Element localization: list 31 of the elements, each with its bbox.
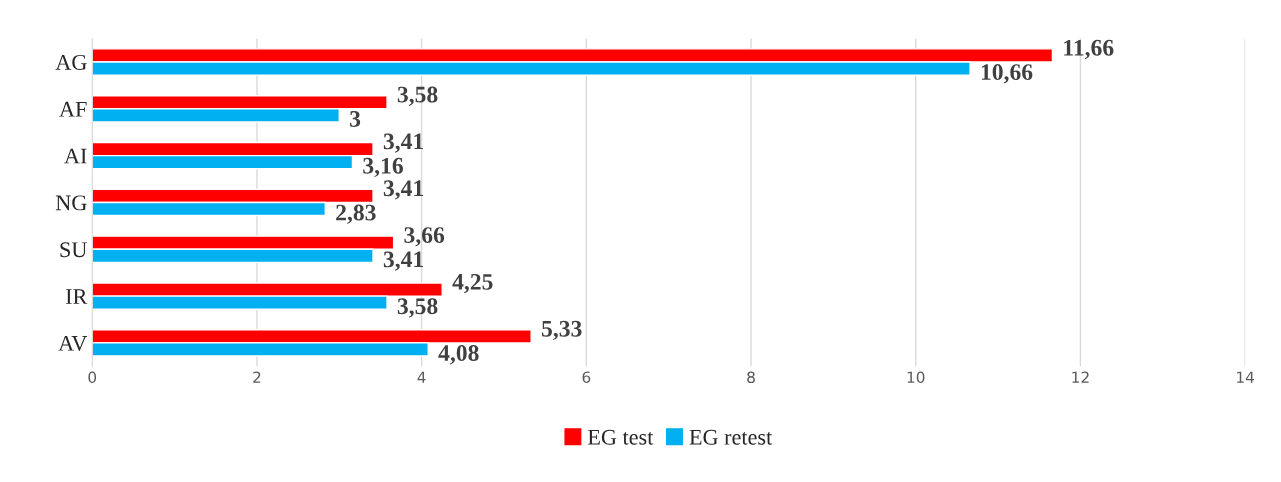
data-label: 3,58 bbox=[397, 298, 438, 318]
x-tick-label: 10 bbox=[907, 371, 925, 384]
x-tick-label: 12 bbox=[1072, 371, 1089, 383]
legend-label: EG test bbox=[587, 429, 654, 445]
data-label: 11,66 bbox=[1064, 39, 1114, 60]
y-tick-label: AG bbox=[55, 54, 87, 70]
data-label: 4,25 bbox=[452, 273, 493, 294]
data-label: 5,33 bbox=[541, 320, 582, 341]
y-tick-label: SU bbox=[60, 242, 87, 258]
y-tick-label: AF bbox=[59, 101, 87, 117]
x-tick-label: 2 bbox=[253, 371, 261, 383]
x-tick-label: 6 bbox=[582, 371, 591, 384]
legend-label: EG retest bbox=[689, 429, 773, 445]
data-label: 3,16 bbox=[363, 157, 403, 178]
data-label: 3,58 bbox=[397, 86, 438, 106]
data-label: 10,66 bbox=[981, 64, 1033, 84]
x-tick-label: 14 bbox=[1237, 371, 1254, 383]
data-label: 3,41 bbox=[383, 251, 424, 271]
data-label: 3,41 bbox=[383, 180, 424, 200]
data-label: 3,41 bbox=[383, 133, 424, 153]
data-label: 2,83 bbox=[336, 204, 376, 224]
y-tick-label: IR bbox=[65, 289, 88, 304]
y-tick-label: NG bbox=[55, 195, 87, 211]
y-tick-label: AV bbox=[58, 335, 88, 351]
x-tick-label: 0 bbox=[88, 371, 97, 384]
x-tick-label: 8 bbox=[747, 371, 755, 384]
y-tick-label: AI bbox=[64, 148, 87, 164]
data-label: 3,66 bbox=[404, 227, 445, 247]
data-label: 3 bbox=[350, 111, 361, 127]
x-tick-label: 4 bbox=[417, 371, 426, 383]
data-label: 4,08 bbox=[438, 345, 479, 365]
